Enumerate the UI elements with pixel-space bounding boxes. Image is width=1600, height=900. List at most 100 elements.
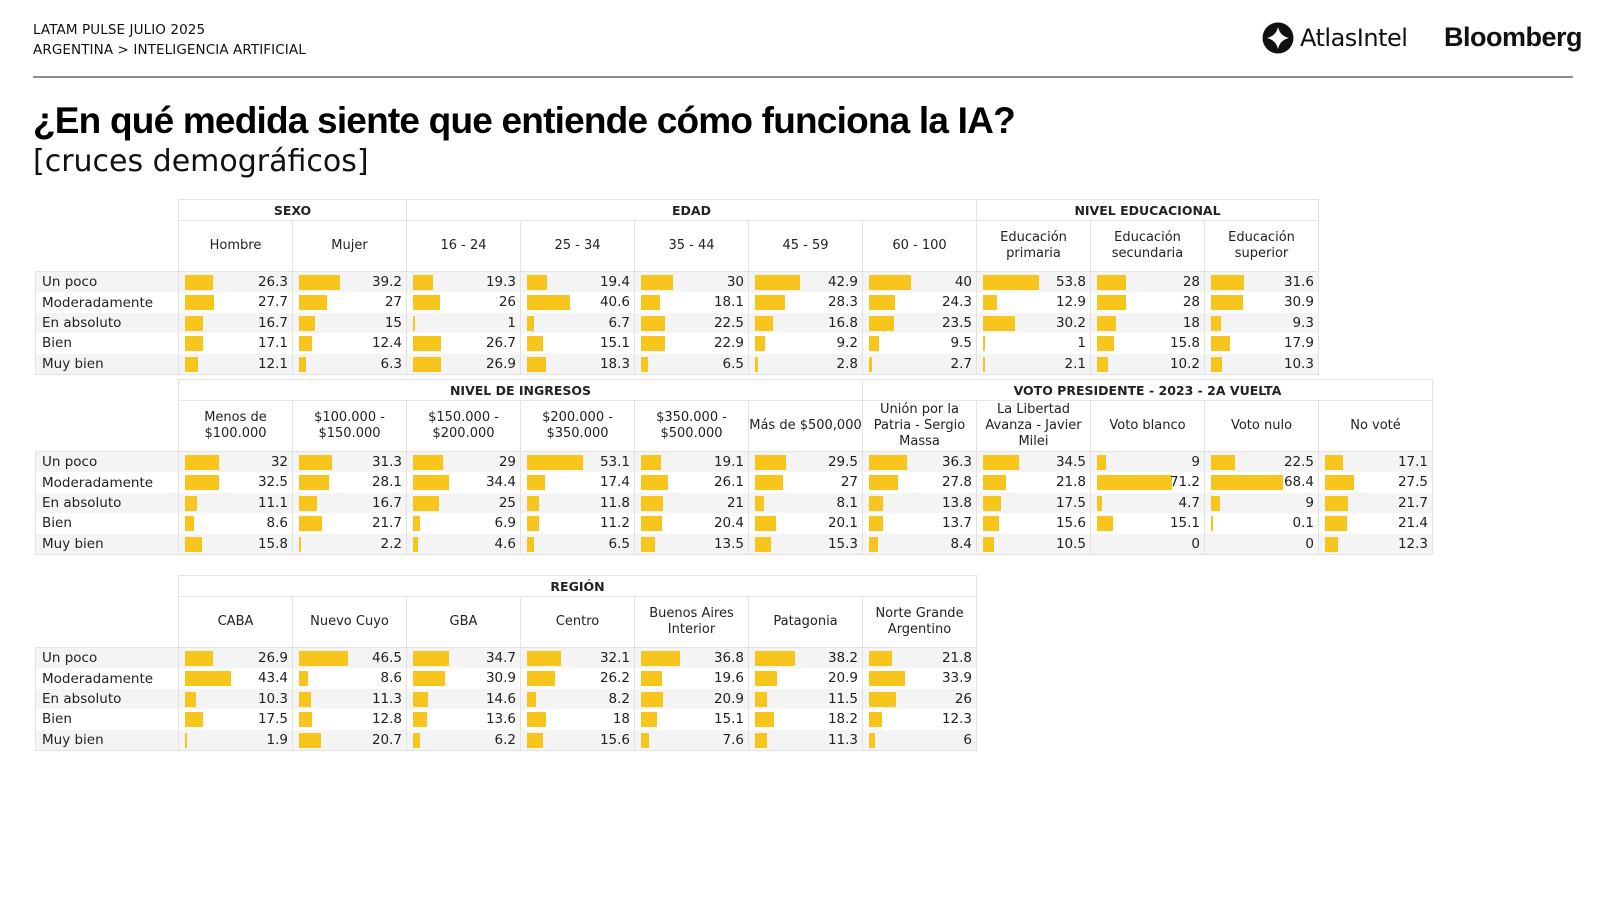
data-bar xyxy=(1211,336,1230,352)
data-cell: 17.5 xyxy=(976,492,1091,514)
data-bar xyxy=(299,295,328,311)
data-cell: 27.8 xyxy=(862,472,977,493)
data-value: 4.6 xyxy=(494,535,516,552)
data-value: 16.7 xyxy=(371,494,402,511)
data-bar xyxy=(869,356,872,372)
data-bar xyxy=(869,516,884,532)
data-bar xyxy=(1097,295,1127,311)
data-value: 6.7 xyxy=(608,314,630,331)
corner-blank xyxy=(36,380,179,452)
data-value: 15.8 xyxy=(1169,335,1200,352)
data-value: 9.3 xyxy=(1292,314,1314,331)
data-cell: 34.4 xyxy=(406,472,521,493)
table-row: Muy bien 15.8 2.2 4.6 6.5 13.5 15.3 8.4 10.5 0 0 12… xyxy=(35,533,1433,555)
data-value: 11.2 xyxy=(599,515,630,532)
column-header-label: 16 - 24 xyxy=(440,238,487,253)
data-cell: 29.5 xyxy=(748,451,863,473)
data-cell: 7.6 xyxy=(634,729,749,751)
data-bar xyxy=(869,295,895,311)
data-bar xyxy=(413,275,434,290)
data-bar xyxy=(185,475,220,491)
data-cell: 32.1 xyxy=(520,647,635,669)
data-value: 0 xyxy=(1191,535,1200,552)
data-value: 15.6 xyxy=(599,731,630,748)
data-bar xyxy=(413,536,418,552)
data-cell: 36.8 xyxy=(634,647,749,669)
data-value: 0.1 xyxy=(1292,515,1314,532)
data-cell: 42.9 xyxy=(748,271,863,293)
row-label: Moderadamente xyxy=(35,472,179,493)
data-cell: 14.6 xyxy=(406,688,521,710)
data-cell: 29 xyxy=(406,451,521,473)
table-row: Moderadamente 27.7 27 26 40.6 18.1 28.3 24.3 12.… xyxy=(35,292,1319,313)
data-value: 22.9 xyxy=(713,335,744,352)
row-label: Un poco xyxy=(35,271,179,293)
data-bar xyxy=(185,275,213,290)
group-header: NIVEL DE INGRESOS xyxy=(178,379,863,401)
row-label: Un poco xyxy=(35,451,179,473)
data-value: 29.5 xyxy=(827,454,858,470)
data-value: 34.7 xyxy=(485,650,516,666)
data-bar xyxy=(527,651,561,666)
data-cell: 20.9 xyxy=(748,668,863,689)
data-bar xyxy=(869,495,884,511)
data-cell: 4.6 xyxy=(406,533,521,555)
data-bar xyxy=(869,691,897,707)
data-bar xyxy=(527,732,544,748)
data-cell: 13.6 xyxy=(406,709,521,730)
data-value: 27.7 xyxy=(257,294,288,311)
data-cell: 71.2 xyxy=(1090,472,1205,493)
data-cell: 9 xyxy=(1090,451,1205,473)
data-cell: 26 xyxy=(406,292,521,313)
data-cell: 2.7 xyxy=(862,353,977,375)
data-value: 13.5 xyxy=(713,535,744,552)
data-cell: 17.9 xyxy=(1204,333,1319,354)
data-cell: 1.9 xyxy=(178,729,293,751)
column-header-label: Menos de $100.000 xyxy=(204,410,267,441)
data-bar xyxy=(1097,516,1113,532)
data-bar xyxy=(869,732,876,748)
column-header: Buenos Aires Interior xyxy=(634,596,749,648)
data-value: 26.9 xyxy=(485,355,516,372)
data-value: 19.1 xyxy=(713,454,744,470)
data-value: 10.3 xyxy=(1283,355,1314,372)
column-header-label: Más de $500,000 xyxy=(749,418,862,433)
column-header-label: $100.000 - $150.000 xyxy=(314,410,385,441)
column-header-label: $200.000 - $350.000 xyxy=(542,410,613,441)
data-bar xyxy=(299,712,313,728)
column-header-label: La Libertad Avanza - Javier Milei xyxy=(985,402,1082,449)
data-bar xyxy=(869,315,894,331)
data-cell: 15.3 xyxy=(748,533,863,555)
data-cell: 21.7 xyxy=(1318,492,1433,514)
data-value: 17.1 xyxy=(257,335,288,352)
atlasintel-logo-text: AtlasIntel xyxy=(1300,24,1408,52)
group-header: EDAD xyxy=(406,199,977,221)
data-bar xyxy=(1097,356,1108,372)
data-cell: 16.7 xyxy=(292,492,407,514)
table-row: En absoluto 10.3 11.3 14.6 8.2 20.9 11.5 26 xyxy=(35,688,977,710)
data-value: 20.1 xyxy=(827,515,858,532)
data-cell: 13.5 xyxy=(634,533,749,555)
data-value: 26.1 xyxy=(713,474,744,491)
page-title: ¿En qué medida siente que entiende cómo … xyxy=(33,100,1016,141)
data-bar xyxy=(299,671,309,687)
data-cell: 34.7 xyxy=(406,647,521,669)
data-cell: 15.6 xyxy=(976,513,1091,534)
atlasintel-logo-icon xyxy=(1262,22,1294,54)
data-bar xyxy=(413,651,450,666)
data-value: 26 xyxy=(498,294,516,311)
column-header-label: 45 - 59 xyxy=(782,238,829,253)
row-label: En absoluto xyxy=(35,688,179,710)
column-header: 35 - 44 xyxy=(634,220,749,272)
data-bar xyxy=(527,495,540,511)
column-header-label: Voto nulo xyxy=(1230,418,1293,433)
data-cell: 28.3 xyxy=(748,292,863,313)
data-bar xyxy=(1211,315,1221,331)
data-bar xyxy=(641,455,662,470)
data-bar xyxy=(869,475,899,491)
data-bar xyxy=(299,336,313,352)
data-bar xyxy=(869,671,905,687)
data-value: 30.9 xyxy=(485,670,516,687)
data-value: 2.8 xyxy=(836,355,858,372)
column-header-label: Nuevo Cuyo xyxy=(310,614,389,629)
